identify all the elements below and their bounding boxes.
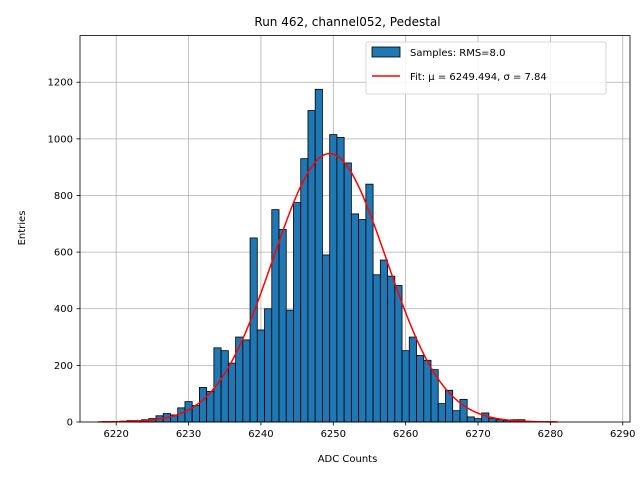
histogram-bar — [401, 350, 410, 423]
x-axis-label: ADC Counts — [318, 454, 378, 465]
histogram-bar — [264, 308, 273, 423]
legend: Samples: RMS=8.0 Fit: μ = 6249.494, σ = … — [365, 41, 607, 95]
histogram-bar — [242, 339, 251, 423]
legend-samples-swatch — [371, 46, 401, 58]
histogram-bar — [358, 219, 367, 423]
histogram-bar — [307, 110, 316, 423]
histogram-bar — [329, 134, 338, 423]
histogram-bar — [466, 416, 475, 423]
histogram-bar — [271, 209, 280, 423]
histogram-bar — [387, 275, 396, 423]
histogram-bar — [227, 362, 236, 423]
histogram-bar — [343, 162, 352, 423]
histogram-bar — [220, 350, 229, 423]
histogram-bar — [300, 158, 309, 423]
histogram-bar — [474, 418, 483, 423]
y-tick-label: 1000 — [48, 134, 73, 145]
x-tick-label: 6290 — [610, 429, 635, 440]
y-tick-label: 200 — [54, 361, 73, 372]
y-tick-label: 400 — [54, 304, 73, 315]
x-tick-label: 6270 — [465, 429, 490, 440]
histogram-bar — [379, 259, 388, 423]
legend-samples-label: Samples: RMS=8.0 — [410, 48, 505, 59]
histogram-bar — [322, 254, 331, 423]
histogram-bar — [278, 229, 287, 423]
histogram-bar — [314, 88, 323, 423]
histogram-bar — [452, 410, 461, 423]
legend-box — [365, 41, 607, 95]
histogram-bar — [416, 355, 425, 423]
y-tick-label: 1200 — [48, 78, 73, 89]
histogram-bar — [408, 336, 417, 423]
gaussian-fit-curve — [101, 152, 558, 423]
x-tick-label: 6280 — [538, 429, 563, 440]
x-tick-label: 6260 — [393, 429, 418, 440]
histogram-bar — [285, 309, 294, 423]
x-tick-label: 6230 — [176, 429, 201, 440]
histogram-bar — [293, 202, 302, 423]
y-tick-label: 600 — [54, 248, 73, 259]
plot-frame — [79, 35, 631, 423]
x-tick-label: 6250 — [321, 429, 346, 440]
histogram-bar — [372, 274, 381, 423]
y-tick-label: 800 — [54, 191, 73, 202]
chart-title: Run 462, channel052, Pedestal — [254, 15, 440, 29]
histogram-bar — [488, 418, 497, 423]
histogram-bar — [350, 213, 360, 423]
histogram-bar — [256, 329, 265, 423]
histogram-bar — [235, 336, 244, 423]
histogram-bars — [97, 88, 555, 423]
histogram-bar — [199, 387, 208, 423]
x-tick-label: 6220 — [103, 429, 128, 440]
histogram-bar — [191, 405, 200, 423]
y-axis-label: Entries — [17, 211, 28, 246]
y-tick-label: 0 — [67, 418, 73, 429]
x-tick-label: 6240 — [248, 429, 273, 440]
histogram-bar — [336, 137, 345, 423]
x-axis-ticks: 6220 6230 6240 6250 6260 6270 6280 6290 — [103, 422, 635, 440]
legend-fit-label: Fit: μ = 6249.494, σ = 7.84 — [410, 72, 547, 83]
histogram-bar — [437, 403, 446, 423]
grid — [80, 35, 630, 423]
histogram-bar — [394, 285, 403, 423]
histogram-bar — [423, 359, 432, 423]
y-axis-ticks: 0 200 400 600 800 1000 1200 — [48, 78, 80, 429]
histogram-bar — [249, 237, 258, 423]
